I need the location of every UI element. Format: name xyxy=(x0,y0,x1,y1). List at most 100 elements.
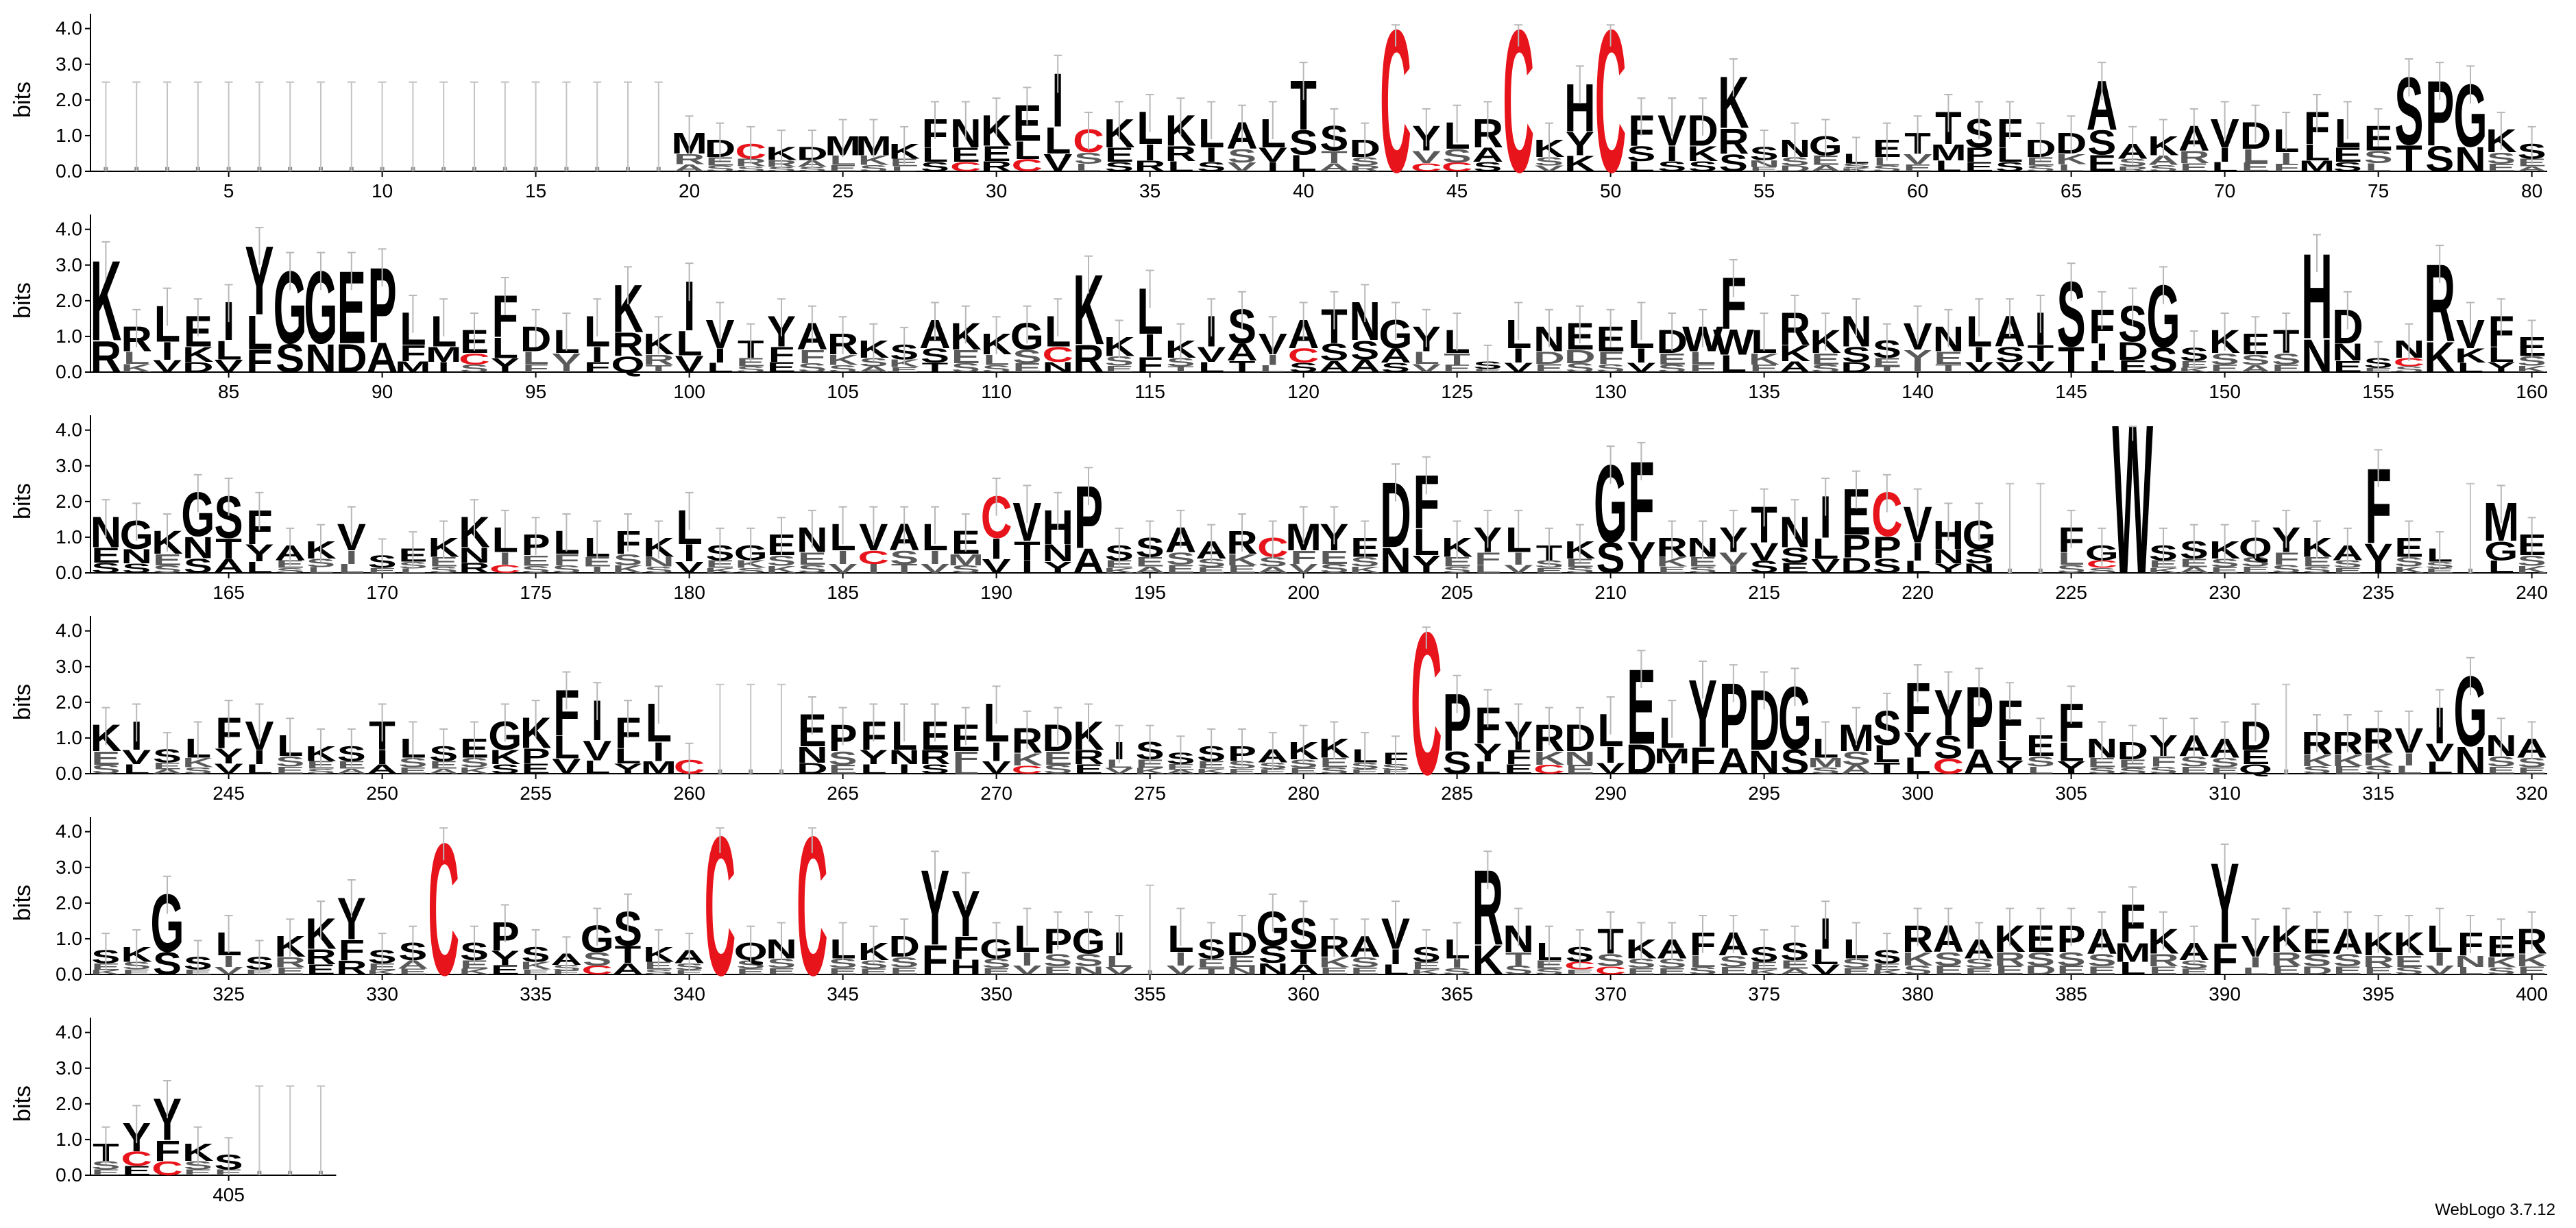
logo-letter-E: E xyxy=(91,543,120,567)
logo-letter-T: T xyxy=(215,532,242,565)
logo-letter-E: E xyxy=(1750,363,1779,375)
logo-letter-E: E xyxy=(91,748,120,769)
logo-letter-E: E xyxy=(1566,763,1594,776)
logo-letter-S: S xyxy=(276,754,304,770)
logo-letter-T: T xyxy=(2058,340,2085,380)
logo-letter-A: A xyxy=(858,365,890,373)
logo-letter-K: K xyxy=(459,765,490,776)
x-tick-label: 40 xyxy=(1293,180,1314,201)
logo-letter-L: L xyxy=(1198,359,1225,375)
x-tick-label: 320 xyxy=(2516,783,2548,804)
logo-letter-S: S xyxy=(1842,343,1871,367)
logo-letter-E: E xyxy=(2333,144,2362,167)
logo-letter-I: I xyxy=(991,532,1003,565)
logo-letter-A: A xyxy=(1472,144,1504,167)
logo-letter-S: S xyxy=(2518,755,2547,770)
logo-letter-R: R xyxy=(1134,158,1166,175)
logo-letter-T: T xyxy=(2027,341,2054,366)
logo-letter-E: E xyxy=(1657,565,1686,575)
logo-letter-V: V xyxy=(215,965,244,977)
x-tick-label: 180 xyxy=(673,582,705,603)
logo-letter-S: S xyxy=(736,365,765,373)
logo-letter-D: D xyxy=(1564,347,1596,367)
logo-letter-K: K xyxy=(1564,151,1596,176)
logo-letter-E: E xyxy=(1228,768,1256,776)
logo-letter-V: V xyxy=(829,562,858,576)
logo-letter-S: S xyxy=(736,567,765,575)
logo-letter-E: E xyxy=(2425,567,2454,574)
logo-letter-P: P xyxy=(1842,528,1871,564)
x-tick-label: 310 xyxy=(2209,783,2241,804)
logo-letter-E: E xyxy=(1289,766,1318,775)
logo-letter-S: S xyxy=(1750,558,1779,576)
logo-letter-L: L xyxy=(1106,953,1132,970)
logo-letter-I: I xyxy=(1727,563,1740,576)
logo-row-1: 0.0 1.0 2.0 3.0 4.0 bits 5 10 15 20 25 30 35 40 45 50 55… xyxy=(10,0,2547,215)
x-tick-label: 35 xyxy=(1139,180,1161,201)
logo-letter-V: V xyxy=(153,357,182,376)
logo-letter-A: A xyxy=(1840,763,1872,776)
logo-letter-A: A xyxy=(213,556,245,578)
logo-letter-S: S xyxy=(1197,556,1226,570)
logo-letter-I: I xyxy=(2096,339,2109,366)
logo-letter-L: L xyxy=(1720,350,1747,377)
logo-letter-P: P xyxy=(1965,144,1993,167)
logo-letter-A: A xyxy=(2148,153,2179,168)
x-tick-label: 90 xyxy=(372,381,393,402)
logo-letter-I: I xyxy=(591,343,603,367)
x-tick-label: 115 xyxy=(1134,381,1165,402)
logo-letter-L: L xyxy=(1904,558,1931,576)
y-tick-label: 1.0 xyxy=(56,125,82,146)
logo-letter-V: V xyxy=(552,754,581,778)
y-tick-label: 0.0 xyxy=(56,963,82,985)
logo-letter-E: E xyxy=(2333,358,2362,376)
logo-letter-S: S xyxy=(1811,363,1840,375)
logo-letter-E: E xyxy=(1166,563,1195,576)
logo-letter-D: D xyxy=(1840,359,1872,375)
logo-letter-S: S xyxy=(398,755,427,770)
logo-letter-N: N xyxy=(1749,744,1780,781)
logo-letter-N: N xyxy=(459,543,490,567)
logo-letter-T: T xyxy=(1290,945,1317,969)
logo-letter-S: S xyxy=(1596,362,1625,375)
logo-letter-I: I xyxy=(161,337,173,366)
logo-letter-S: S xyxy=(736,165,765,173)
logo-letter-L: L xyxy=(1690,348,1716,367)
y-tick-label: 3.0 xyxy=(56,1057,82,1079)
logo-letter-W: W xyxy=(2112,380,2153,619)
logo-letter-I: I xyxy=(929,548,941,568)
logo-letter-K: K xyxy=(1749,350,1780,368)
x-tick-label: 335 xyxy=(520,983,552,1005)
logo-letter-P: P xyxy=(522,744,550,768)
logo-letter-S: S xyxy=(1228,146,1256,167)
logo-letter-L: L xyxy=(615,744,642,768)
logo-letter-E: E xyxy=(705,155,734,169)
logo-letter-E: E xyxy=(1259,768,1287,775)
logo-letter-A: A xyxy=(1319,358,1350,376)
logo-letter-A: A xyxy=(1349,356,1381,376)
logo-letter-Y: Y xyxy=(1043,558,1072,576)
x-tick-label: 325 xyxy=(212,983,245,1005)
logo-letter-E: E xyxy=(951,347,980,367)
y-tick-label: 3.0 xyxy=(56,254,82,275)
x-tick-label: 205 xyxy=(1441,582,1473,603)
logo-letter-I: I xyxy=(1912,538,1924,567)
logo-letter-E: E xyxy=(1904,162,1932,173)
logo-letter-V: V xyxy=(1259,144,1287,167)
y-axis-label: bits xyxy=(10,82,36,118)
logo-letter-A: A xyxy=(1257,565,1289,575)
logo-letter-K: K xyxy=(705,567,736,575)
logo-letter-I: I xyxy=(1021,949,1034,970)
y-tick-label: 3.0 xyxy=(56,53,82,75)
logo-letter-A: A xyxy=(612,960,644,978)
logo-letter-A: A xyxy=(367,761,398,776)
logo-letter-E: E xyxy=(951,144,980,167)
logo-letter-L: L xyxy=(1167,158,1194,174)
logo-letter-N: N xyxy=(1226,965,1258,977)
logo-letter-E: E xyxy=(1320,755,1348,770)
logo-letter-N: N xyxy=(2455,739,2486,782)
y-tick-label: 4.0 xyxy=(56,219,82,240)
logo-letter-L: L xyxy=(584,757,611,778)
logo-letter-S: S xyxy=(1197,159,1226,174)
logo-letter-S: S xyxy=(1811,765,1840,776)
